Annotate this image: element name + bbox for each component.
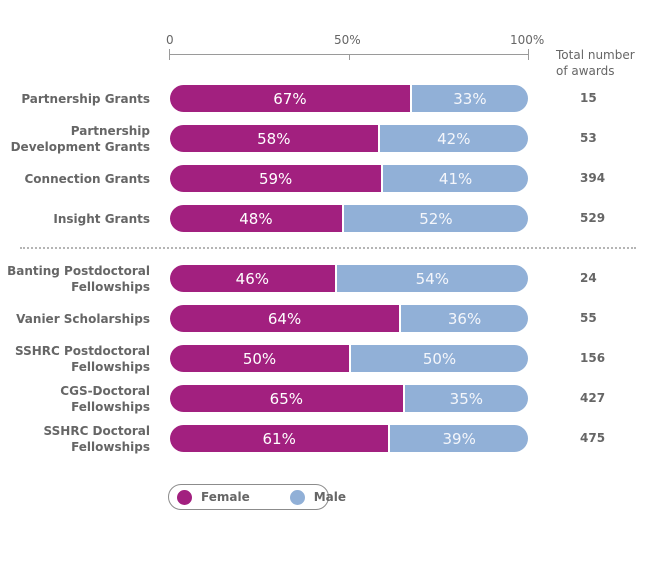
row-label: Vanier Scholarships [0, 311, 150, 327]
legend: Female Male [168, 484, 346, 510]
data-label-male: 36% [447, 309, 482, 328]
stacked-bar: 65% 35% [170, 385, 528, 412]
award-count: 529 [580, 211, 606, 225]
x-axis-line [169, 54, 529, 55]
female-swatch-icon [177, 489, 192, 505]
bar-segment-male: 33% [409, 85, 528, 112]
x-axis-tick-0 [169, 49, 170, 60]
row-label-line: Development Grants [10, 139, 150, 154]
stacked-bar: 61% 39% [170, 425, 528, 452]
row-label: Partnership Development Grants [0, 123, 150, 155]
row-label-line: Connection Grants [24, 171, 151, 186]
row-label: SSHRC Doctoral Fellowships [0, 423, 150, 455]
row-label-line: Fellowships [71, 399, 150, 414]
award-count: 15 [580, 91, 597, 105]
legend-item-female: Female [177, 489, 250, 505]
legend-label-female: Female [201, 490, 250, 504]
award-count: 427 [580, 391, 606, 405]
group-divider [20, 247, 636, 249]
row-label-line: Partnership Grants [21, 91, 150, 106]
bar-segment-female: 58% [170, 125, 378, 152]
row-label-line: Fellowships [71, 279, 150, 294]
x-tick-label-0: 0 [166, 33, 174, 47]
award-count: 156 [580, 351, 606, 365]
stacked-bar: 59% 41% [170, 165, 528, 192]
award-count: 53 [580, 131, 597, 145]
x-axis-tick-100 [528, 49, 529, 60]
row-label-line: SSHRC Doctoral [43, 423, 150, 438]
row-label: CGS-Doctoral Fellowships [0, 383, 150, 415]
data-label-female: 48% [239, 209, 273, 228]
stacked-bar: 58% 42% [170, 125, 528, 152]
bar-segment-male: 41% [381, 165, 528, 192]
bar-segment-female: 65% [170, 385, 403, 412]
award-count: 55 [580, 311, 597, 325]
row-label-line: CGS-Doctoral [60, 383, 150, 398]
data-label-male: 39% [442, 429, 476, 448]
award-count: 24 [580, 271, 597, 285]
bar-segment-female: 61% [170, 425, 389, 452]
bar-segment-female: 50% [170, 345, 349, 372]
data-label-male: 50% [422, 349, 457, 368]
row-label: SSHRC Postdoctoral Fellowships [0, 343, 150, 375]
bar-segment-female: 46% [170, 265, 335, 292]
stacked-bar: 50% 50% [170, 345, 528, 372]
count-header-line-2: of awards [556, 64, 615, 78]
bar-segment-male: 54% [334, 265, 528, 292]
legend-label-male: Male [313, 490, 346, 504]
data-label-male: 35% [449, 389, 483, 408]
award-count: 475 [580, 431, 606, 445]
male-swatch-icon [289, 489, 305, 505]
row-label-line: Insight Grants [53, 211, 150, 226]
x-tick-label-100: 100% [510, 33, 545, 47]
bar-segment-female: 59% [170, 165, 382, 192]
data-label-female: 64% [267, 309, 302, 328]
bar-segment-male: 39% [388, 425, 528, 452]
bar-segment-male: 42% [377, 125, 528, 152]
data-label-female: 50% [242, 349, 277, 368]
stacked-bar: 46% 54% [170, 265, 528, 292]
legend-item-male: Male [289, 489, 346, 505]
stacked-bar: 67% 33% [170, 85, 528, 112]
data-label-female: 67% [273, 89, 307, 108]
data-label-female: 65% [269, 389, 304, 408]
count-header-line-1: Total number [556, 48, 635, 62]
row-label: Connection Grants [0, 171, 151, 187]
x-axis-tick-50 [349, 55, 350, 60]
data-label-female: 61% [262, 429, 296, 448]
row-label-line: Fellowships [71, 439, 150, 454]
data-label-male: 41% [438, 169, 473, 188]
bar-segment-female: 64% [170, 305, 400, 332]
row-label-line: SSHRC Postdoctoral [15, 343, 150, 358]
award-count: 394 [580, 171, 606, 185]
data-label-female: 58% [257, 129, 291, 148]
bar-segment-male: 52% [341, 205, 528, 232]
row-label: Banting Postdoctoral Fellowships [0, 263, 150, 295]
row-label: Insight Grants [0, 211, 150, 227]
data-label-male: 54% [415, 269, 449, 288]
bar-segment-female: 67% [170, 85, 410, 112]
count-column-header: Total number of awards [556, 47, 654, 79]
stacked-bar: 64% 36% [170, 305, 528, 332]
row-label-line: Banting Postdoctoral [7, 263, 150, 278]
row-label-line: Vanier Scholarships [16, 311, 150, 326]
stacked-bar: 48% 52% [170, 205, 528, 232]
row-label: Partnership Grants [0, 91, 150, 107]
bar-segment-female: 48% [170, 205, 342, 232]
data-label-male: 52% [419, 209, 453, 228]
bar-segment-male: 50% [349, 345, 528, 372]
x-tick-label-50: 50% [334, 33, 361, 47]
row-label-line: Partnership [70, 123, 150, 138]
data-label-male: 42% [437, 129, 471, 148]
data-label-male: 33% [453, 89, 487, 108]
row-label-line: Fellowships [71, 359, 150, 374]
bar-segment-male: 35% [402, 385, 528, 412]
data-label-female: 59% [258, 169, 293, 188]
data-label-female: 46% [235, 269, 269, 288]
bar-segment-male: 36% [399, 305, 528, 332]
